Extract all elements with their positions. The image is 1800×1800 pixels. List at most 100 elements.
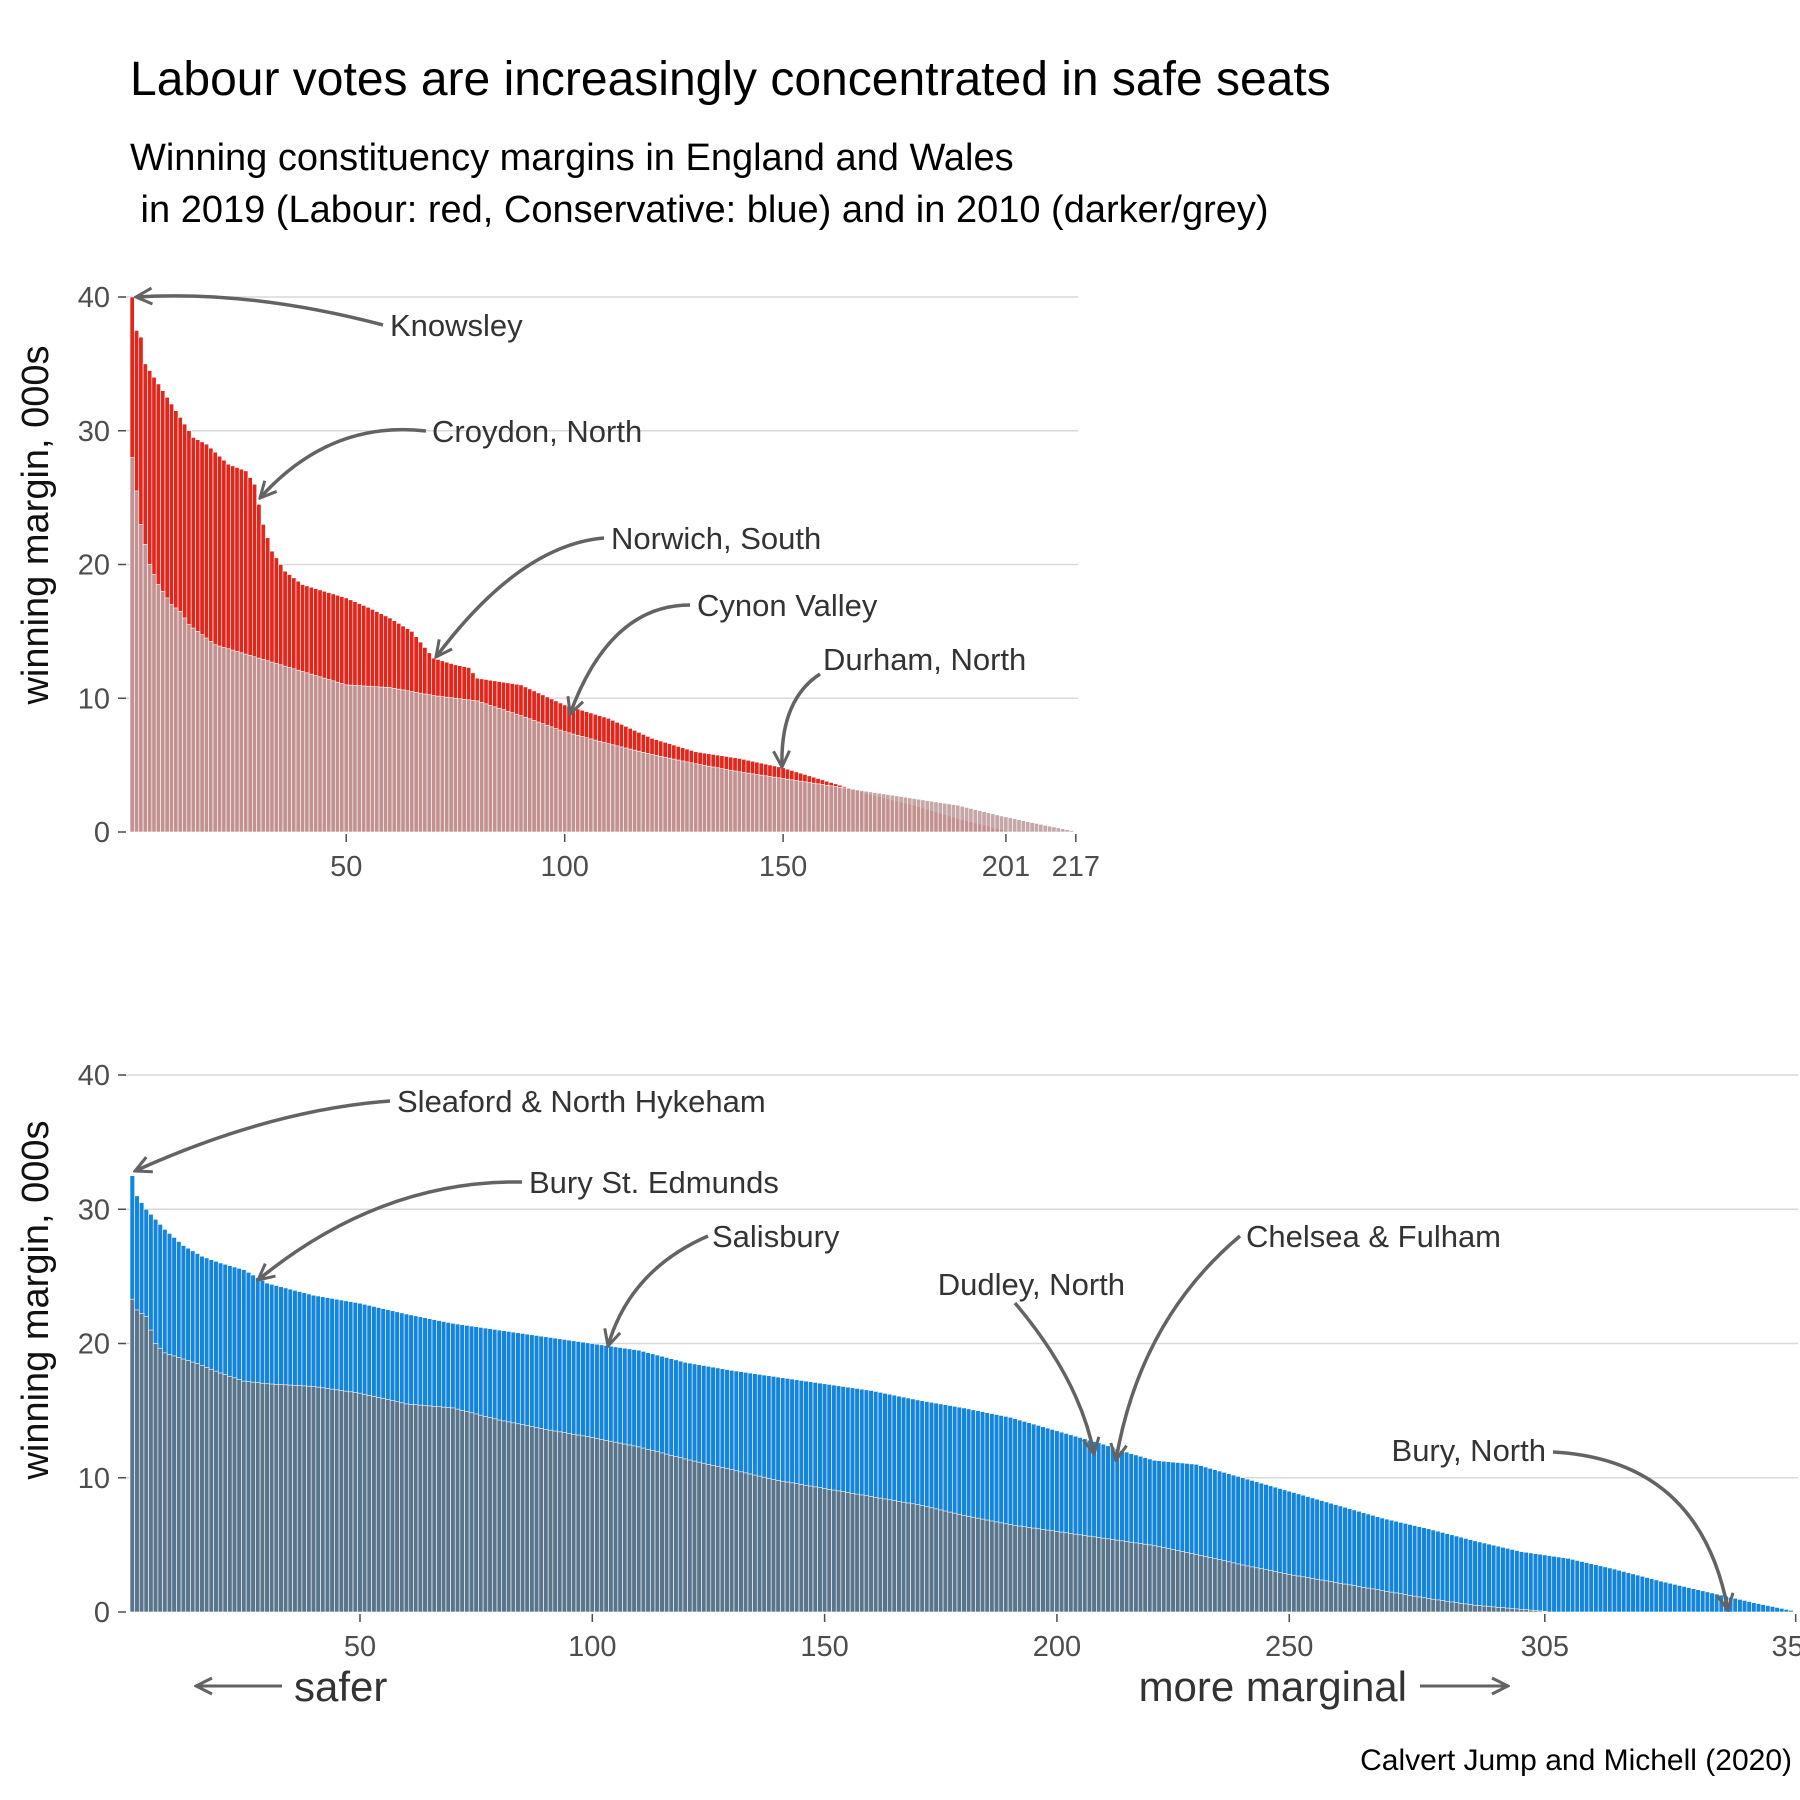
conservative-2010-bar bbox=[668, 1455, 674, 1613]
conservative-2010-bar bbox=[766, 1477, 772, 1613]
labour-2010-bar bbox=[614, 745, 620, 833]
labour-2010-bar bbox=[763, 775, 769, 833]
conservative-2010-bar bbox=[1323, 1580, 1330, 1613]
conservative-2010-bar bbox=[385, 1399, 391, 1613]
conservative-2010-bar bbox=[222, 1374, 228, 1613]
conservative-2019-bar bbox=[1672, 1584, 1678, 1613]
conservative-2010-bar bbox=[561, 1432, 568, 1613]
conservative-2010-bar bbox=[501, 1420, 507, 1613]
conservative-2019-bar bbox=[1504, 1548, 1511, 1613]
conservative-2010-bar bbox=[784, 1481, 791, 1613]
conservative-2010-bar bbox=[1063, 1532, 1069, 1613]
labour-y-ticks: 0 10 20 30 40 bbox=[78, 282, 126, 849]
labour-2010-bar bbox=[317, 676, 323, 833]
conservative-2010-bar bbox=[877, 1497, 883, 1613]
labour-annotation-label: Knowsley bbox=[390, 308, 523, 343]
labour-2010-bar bbox=[138, 524, 144, 833]
conservative-2010-bar bbox=[296, 1385, 303, 1613]
conservative-2010-bar bbox=[1179, 1551, 1185, 1613]
conservative-2010-bar bbox=[482, 1416, 489, 1613]
conservative-2010-bar bbox=[1077, 1534, 1083, 1613]
conservative-annotation-arrow bbox=[1013, 1301, 1094, 1454]
conservative-x-tick-label: 150 bbox=[800, 1631, 848, 1663]
labour-2010-bar bbox=[994, 814, 1000, 833]
conservative-2010-bar bbox=[1189, 1553, 1195, 1613]
labour-2010-bar bbox=[295, 669, 301, 833]
conservative-panel: 0 10 20 30 40 50 100 150 200 250 305 359 Sleaford … bbox=[15, 1060, 1800, 1663]
conservative-2010-bar bbox=[594, 1438, 600, 1613]
conservative-2010-bar bbox=[1119, 1540, 1125, 1613]
labour-y-tick-label: 30 bbox=[78, 416, 110, 448]
conservative-2019-bar bbox=[1607, 1567, 1613, 1613]
labour-2010-bar bbox=[876, 792, 882, 833]
conservative-2010-bar bbox=[1216, 1559, 1223, 1613]
labour-y-tick-label: 20 bbox=[78, 550, 110, 582]
conservative-2010-bar bbox=[1091, 1536, 1097, 1613]
labour-2010-bar bbox=[313, 675, 319, 833]
conservative-2010-bar bbox=[264, 1383, 270, 1613]
conservative-2010-bar bbox=[896, 1501, 902, 1613]
conservative-y-tick-label: 40 bbox=[78, 1060, 110, 1092]
conservative-2010-bar bbox=[1300, 1576, 1306, 1613]
labour-2010-bar bbox=[164, 597, 170, 833]
conservative-2010-bar bbox=[338, 1390, 345, 1613]
conservative-annotation-arrow bbox=[135, 1099, 391, 1171]
conservative-2019-bar bbox=[1686, 1587, 1692, 1613]
labour-2010-bar bbox=[723, 769, 729, 833]
conservative-2019-bar bbox=[1574, 1560, 1580, 1613]
conservative-2010-bar bbox=[780, 1480, 786, 1613]
conservative-2010-bar bbox=[283, 1384, 289, 1613]
labour-2010-bar bbox=[828, 785, 834, 833]
conservative-2019-bar bbox=[1760, 1604, 1766, 1613]
conservative-2019-bar bbox=[1621, 1571, 1627, 1613]
conservative-2010-bar bbox=[812, 1486, 818, 1613]
conservative-2010-bar bbox=[1421, 1597, 1427, 1613]
labour-2010-bar bbox=[959, 806, 965, 833]
labour-2010-bar bbox=[422, 693, 428, 833]
conservative-2010-bar bbox=[1518, 1609, 1525, 1613]
labour-2010-bar bbox=[444, 696, 450, 833]
conservative-2019-bar bbox=[1560, 1557, 1566, 1613]
labour-2010-bar bbox=[798, 780, 804, 833]
conservative-2010-bar bbox=[292, 1385, 298, 1613]
conservative-2010-bar bbox=[589, 1437, 595, 1613]
labour-panel: 0 10 20 30 40 50 100 150 201 217 Knowsley Croydon… bbox=[15, 282, 1100, 883]
labour-2010-bar bbox=[841, 787, 847, 833]
conservative-2010-bar bbox=[241, 1380, 247, 1613]
conservative-2019-bar bbox=[1491, 1544, 1497, 1613]
conservative-2010-bar bbox=[1128, 1541, 1134, 1613]
conservative-2010-bar bbox=[1165, 1548, 1172, 1613]
conservative-y-tick-label: 0 bbox=[94, 1597, 110, 1629]
conservative-2010-bar bbox=[417, 1404, 424, 1613]
conservative-2010-bar bbox=[640, 1447, 647, 1613]
conservative-2019-bar bbox=[1537, 1553, 1543, 1613]
conservative-2019-bar bbox=[1439, 1532, 1446, 1613]
chart-subtitle: Winning constituency margins in England … bbox=[130, 137, 1269, 231]
labour-2010-bar bbox=[300, 671, 306, 833]
conservative-2010-bar bbox=[910, 1503, 916, 1613]
labour-2010-bar bbox=[1029, 822, 1035, 833]
conservative-y-tick-label: 20 bbox=[78, 1329, 110, 1361]
conservative-2010-bar bbox=[1416, 1596, 1422, 1613]
labour-2010-bar bbox=[418, 692, 424, 833]
conservative-2010-bar bbox=[831, 1489, 837, 1613]
labour-2010-bar bbox=[771, 776, 777, 833]
conservative-2010-bar bbox=[334, 1389, 340, 1613]
conservative-2019-bar bbox=[1635, 1574, 1641, 1613]
conservative-2010-bar bbox=[664, 1453, 670, 1613]
conservative-2019-bar bbox=[1570, 1559, 1576, 1613]
conservative-2010-bar bbox=[199, 1365, 205, 1613]
labour-2010-bar bbox=[452, 697, 458, 833]
conservative-2010-bar bbox=[389, 1400, 396, 1613]
conservative-2010-bar bbox=[854, 1493, 860, 1613]
conservative-annotation-arrow bbox=[1116, 1234, 1242, 1460]
conservative-2010-bar bbox=[887, 1499, 893, 1613]
labour-2010-bar bbox=[514, 713, 520, 833]
conservative-2010-bar bbox=[1114, 1539, 1120, 1613]
conservative-2019-bar bbox=[1788, 1610, 1794, 1613]
labour-2010-bar bbox=[710, 766, 716, 833]
labour-2010-bar bbox=[291, 668, 297, 833]
conservative-2010-bar bbox=[143, 1316, 149, 1613]
conservative-2010-bar bbox=[1170, 1549, 1176, 1613]
conservative-2010-bar bbox=[538, 1428, 544, 1613]
